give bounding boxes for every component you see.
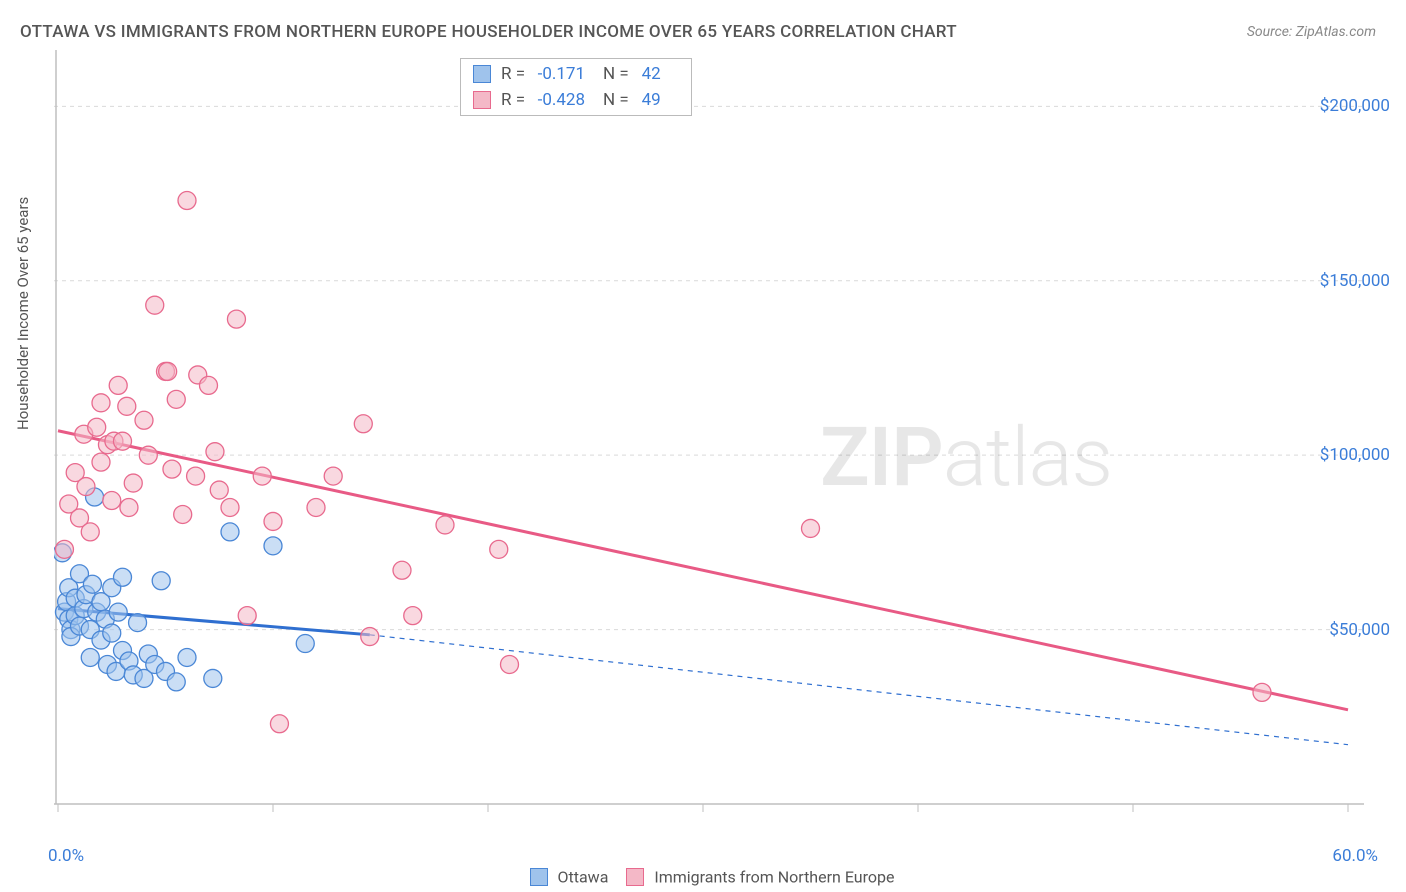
r-value: -0.171: [529, 64, 585, 84]
legend-swatch: [530, 868, 548, 886]
x-axis-min-label: 0.0%: [48, 846, 84, 866]
y-grid-label: $50,000: [1329, 620, 1390, 640]
chart-area: [54, 50, 1384, 840]
legend-label: Immigrants from Northern Europe: [650, 867, 894, 886]
scatter-plot: [54, 50, 1364, 822]
y-grid-label: $150,000: [1320, 271, 1390, 291]
n-value: 42: [633, 64, 661, 84]
legend-swatch: [626, 868, 644, 886]
legend-label: Ottawa: [554, 867, 609, 886]
n-label: N =: [603, 90, 629, 110]
r-label: R =: [501, 64, 525, 84]
stats-row: R =-0.171 N =42: [461, 61, 691, 87]
series-swatch: [473, 65, 491, 83]
y-axis-label: Householder Income Over 65 years: [14, 197, 32, 430]
y-grid-label: $200,000: [1320, 96, 1390, 116]
n-value: 49: [633, 90, 661, 110]
stats-row: R =-0.428 N =49: [461, 87, 691, 113]
series-swatch: [473, 91, 491, 109]
y-grid-label: $100,000: [1320, 445, 1390, 465]
source-label: Source: ZipAtlas.com: [1247, 24, 1376, 40]
r-label: R =: [501, 90, 525, 110]
r-value: -0.428: [529, 90, 585, 110]
x-axis-max-label: 60.0%: [1332, 846, 1378, 866]
bottom-legend: Ottawa Immigrants from Northern Europe: [0, 866, 1406, 886]
chart-title: OTTAWA VS IMMIGRANTS FROM NORTHERN EUROP…: [20, 22, 957, 42]
n-label: N =: [603, 64, 629, 84]
correlation-stats-box: R =-0.171 N =42 R =-0.428 N =49: [460, 58, 692, 116]
